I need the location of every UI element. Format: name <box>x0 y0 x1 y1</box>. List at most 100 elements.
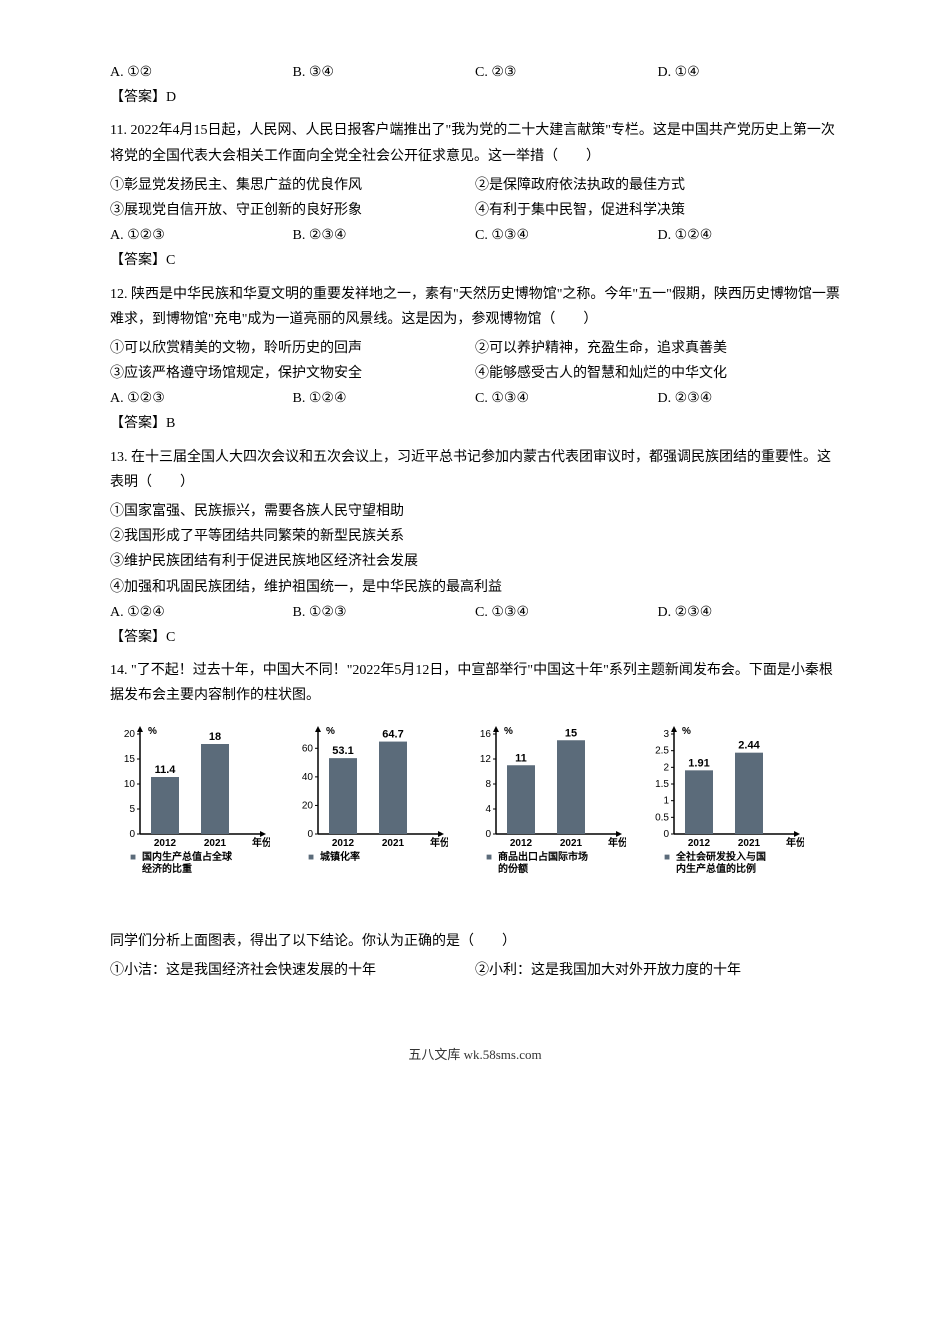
chart-4: % 0 0.5 1 1.5 2 2.5 3 1.91 2012 2.44 2021 年份 ■ 全社会研发投入… <box>644 724 804 894</box>
svg-text:2021: 2021 <box>560 838 583 849</box>
svg-text:2021: 2021 <box>382 838 405 849</box>
svg-text:60: 60 <box>302 743 314 754</box>
q13-options: A. ①②④ B. ①②③ C. ①③④ D. ②③④ <box>110 600 840 625</box>
svg-text:15: 15 <box>565 727 577 739</box>
svg-text:的份额: 的份额 <box>498 862 528 875</box>
q13-stem: 13. 在十三届全国人大四次会议和五次会议上，习近平总书记参加内蒙古代表团审议时… <box>110 445 840 495</box>
q10-opt-c: C. ②③ <box>475 60 658 85</box>
svg-text:0: 0 <box>129 829 135 840</box>
q13-item2: ②我国形成了平等团结共同繁荣的新型民族关系 <box>110 524 840 549</box>
q12-opt-c: C. ①③④ <box>475 386 658 411</box>
svg-text:1: 1 <box>663 795 669 806</box>
svg-text:0: 0 <box>663 829 669 840</box>
q13-item4: ④加强和巩固民族团结，维护祖国统一，是中华民族的最高利益 <box>110 575 840 600</box>
q10-options: A. ①② B. ③④ C. ②③ D. ①④ <box>110 60 840 85</box>
svg-text:2021: 2021 <box>738 838 761 849</box>
svg-text:11: 11 <box>515 752 527 764</box>
svg-text:2012: 2012 <box>154 838 177 849</box>
svg-text:1.91: 1.91 <box>688 757 709 769</box>
q10-answer: 【答案】D <box>110 85 840 110</box>
q13-opt-a: A. ①②④ <box>110 600 293 625</box>
svg-text:年份: 年份 <box>252 836 270 849</box>
svg-text:年份: 年份 <box>786 836 804 849</box>
q11-item1: ①彰显党发扬民主、集思广益的优良作风 <box>110 173 475 198</box>
svg-text:全社会研发投入与国: 全社会研发投入与国 <box>675 850 766 863</box>
chart-1: %0510152011.42012182021年份■国内生产总值占全球经济的比重 <box>110 724 270 894</box>
svg-text:2012: 2012 <box>688 838 711 849</box>
svg-text:8: 8 <box>485 779 491 790</box>
q12-opt-d: D. ②③④ <box>658 386 841 411</box>
svg-text:年份: 年份 <box>608 836 626 849</box>
svg-text:16: 16 <box>480 729 492 740</box>
q10-opt-d: D. ①④ <box>658 60 841 85</box>
q12-item3: ③应该严格遵守场馆规定，保护文物安全 <box>110 361 475 386</box>
svg-text:2: 2 <box>663 762 669 773</box>
svg-text:2021: 2021 <box>204 838 227 849</box>
q12-opt-b: B. ①②④ <box>293 386 476 411</box>
svg-text:%: % <box>326 726 335 737</box>
page-footer: 五八文库 wk.58sms.com <box>110 1043 840 1066</box>
q13-item3: ③维护民族团结有利于促进民族地区经济社会发展 <box>110 549 840 574</box>
svg-text:53.1: 53.1 <box>332 745 353 757</box>
q11-item4: ④有利于集中民智，促进科学决策 <box>475 198 840 223</box>
q11-stem: 11. 2022年4月15日起，人民网、人民日报客户端推出了"我为党的二十大建言… <box>110 118 840 168</box>
svg-text:城镇化率: 城镇化率 <box>320 850 360 863</box>
svg-text:15: 15 <box>124 754 136 765</box>
svg-text:40: 40 <box>302 771 314 782</box>
chart-2: %020406053.1201264.72021年份■城镇化率 <box>288 724 448 894</box>
chart-3: %0481216112012152021年份■商品出口占国际市场的份额 <box>466 724 626 894</box>
svg-text:5: 5 <box>129 804 135 815</box>
q12-stem: 12. 陕西是中华民族和华夏文明的重要发祥地之一，素有"天然历史博物馆"之称。今… <box>110 282 840 332</box>
q11-item3: ③展现党自信开放、守正创新的良好形象 <box>110 198 475 223</box>
svg-text:内生产总值的比例: 内生产总值的比例 <box>676 862 756 875</box>
svg-text:0.5: 0.5 <box>655 812 669 823</box>
q11-opt-b: B. ②③④ <box>293 223 476 248</box>
svg-text:■: ■ <box>486 852 492 863</box>
svg-text:■: ■ <box>130 852 136 863</box>
svg-text:20: 20 <box>124 729 136 740</box>
svg-text:1.5: 1.5 <box>655 779 669 790</box>
q10-opt-b: B. ③④ <box>293 60 476 85</box>
q10-opt-a: A. ①② <box>110 60 293 85</box>
svg-text:2.44: 2.44 <box>738 739 760 751</box>
q11-opt-c: C. ①③④ <box>475 223 658 248</box>
q11-opt-a: A. ①②③ <box>110 223 293 248</box>
svg-text:20: 20 <box>302 800 314 811</box>
q12-options: A. ①②③ B. ①②④ C. ①③④ D. ②③④ <box>110 386 840 411</box>
svg-text:%: % <box>148 726 157 737</box>
q13-opt-b: B. ①②③ <box>293 600 476 625</box>
svg-text:商品出口占国际市场: 商品出口占国际市场 <box>498 850 588 863</box>
q12-item2: ②可以养护精神，充盈生命，追求真善美 <box>475 336 840 361</box>
q11-answer: 【答案】C <box>110 248 840 273</box>
charts-row: %0510152011.42012182021年份■国内生产总值占全球经济的比重… <box>110 724 840 894</box>
q11-item2: ②是保障政府依法执政的最佳方式 <box>475 173 840 198</box>
q12-item1: ①可以欣赏精美的文物，聆听历史的回声 <box>110 336 475 361</box>
svg-text:%: % <box>682 726 691 737</box>
q11-opt-d: D. ①②④ <box>658 223 841 248</box>
q14-item1: ①小洁：这是我国经济社会快速发展的十年 <box>110 958 475 983</box>
svg-text:11.4: 11.4 <box>155 764 177 776</box>
svg-text:3: 3 <box>663 729 669 740</box>
svg-text:年份: 年份 <box>430 836 448 849</box>
q11-options: A. ①②③ B. ②③④ C. ①③④ D. ①②④ <box>110 223 840 248</box>
svg-text:2012: 2012 <box>510 838 533 849</box>
q13-item1: ①国家富强、民族振兴，需要各族人民守望相助 <box>110 499 840 524</box>
q14-stem: 14. "了不起！过去十年，中国大不同！"2022年5月12日，中宣部举行"中国… <box>110 658 840 708</box>
svg-text:■: ■ <box>308 852 314 863</box>
q12-item4: ④能够感受古人的智慧和灿烂的中华文化 <box>475 361 840 386</box>
svg-text:%: % <box>504 726 513 737</box>
q11-items: ①彰显党发扬民主、集思广益的优良作风 ②是保障政府依法执政的最佳方式 ③展现党自… <box>110 173 840 223</box>
q12-items: ①可以欣赏精美的文物，聆听历史的回声 ②可以养护精神，充盈生命，追求真善美 ③应… <box>110 336 840 386</box>
svg-text:2012: 2012 <box>332 838 355 849</box>
q14-items: ①小洁：这是我国经济社会快速发展的十年 ②小利：这是我国加大对外开放力度的十年 <box>110 958 840 983</box>
q12-answer: 【答案】B <box>110 411 840 436</box>
svg-text:国内生产总值占全球: 国内生产总值占全球 <box>142 850 233 863</box>
svg-text:2.5: 2.5 <box>655 745 669 756</box>
q13-opt-c: C. ①③④ <box>475 600 658 625</box>
q13-opt-d: D. ②③④ <box>658 600 841 625</box>
svg-text:18: 18 <box>209 731 221 743</box>
svg-text:12: 12 <box>480 754 492 765</box>
svg-text:10: 10 <box>124 779 136 790</box>
svg-text:■: ■ <box>664 852 670 863</box>
q14-item2: ②小利：这是我国加大对外开放力度的十年 <box>475 958 840 983</box>
